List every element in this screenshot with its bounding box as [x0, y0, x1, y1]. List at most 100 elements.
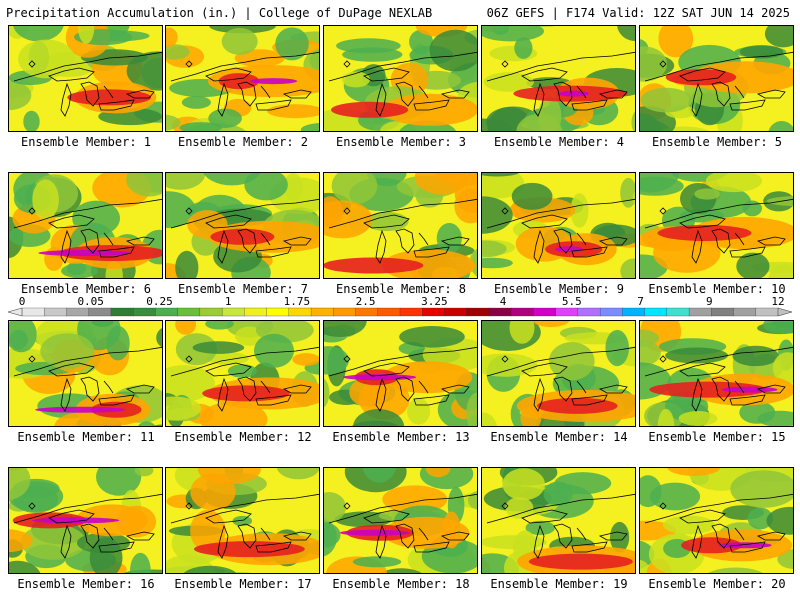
colorbar-swatch: [599, 307, 623, 317]
great-lakes-outline: [328, 198, 477, 264]
ensemble-member-panel: [481, 467, 636, 574]
ensemble-member-panel: [8, 320, 163, 427]
ensemble-member-label: Ensemble Member: 5: [651, 135, 783, 149]
ensemble-member-panel: [8, 467, 163, 574]
ensemble-member-panel: [8, 172, 163, 279]
colorbar-swatch: [155, 307, 179, 317]
colorbar-tick-label: 1: [225, 296, 232, 308]
colorbar-swatch: [333, 307, 356, 317]
great-lakes-outline: [13, 51, 162, 117]
ensemble-member-label: Ensemble Member: 12: [174, 430, 312, 444]
ensemble-member-label: Ensemble Member: 2: [177, 135, 309, 149]
colorbar-swatch: [110, 307, 134, 317]
colorbar-swatch: [533, 307, 557, 317]
colorbar-tick-label: 7: [637, 296, 644, 308]
ensemble-member-panel: [639, 320, 794, 427]
ensemble-member-panel: [639, 467, 794, 574]
colorbar-swatch: [644, 307, 668, 317]
ensemble-member-label: Ensemble Member: 16: [17, 577, 155, 591]
ensemble-member-panel: [165, 467, 320, 574]
colorbar-swatch: [488, 307, 512, 317]
colorbar-tick-label: 4: [500, 296, 507, 308]
great-lakes-outline: [644, 493, 793, 559]
ensemble-member-label: Ensemble Member: 7: [177, 282, 309, 296]
great-lakes-outline: [644, 198, 793, 264]
ensemble-member-panel: [165, 320, 320, 427]
colorbar-swatch: [177, 307, 201, 317]
colorbar-swatch: [199, 307, 223, 317]
ensemble-member-panel: [165, 172, 320, 279]
colorbar-swatch: [377, 307, 401, 317]
colorbar-tick-label: 9: [706, 296, 713, 308]
ensemble-member-label: Ensemble Member: 20: [648, 577, 786, 591]
ensemble-member-label: Ensemble Member: 8: [335, 282, 467, 296]
precip-map: [166, 468, 319, 573]
colorbar-swatch: [755, 307, 779, 317]
colorbar-swatch: [444, 307, 468, 317]
colorbar-swatch: [310, 307, 334, 317]
precip-map: [640, 26, 793, 131]
colorbar-max-arrow: [777, 307, 792, 317]
great-lakes-outline: [486, 346, 635, 412]
colorbar-swatch: [466, 307, 490, 317]
colorbar-tick-label: 0.25: [146, 296, 173, 308]
precip-map: [324, 321, 477, 426]
colorbar-tick-label: 0.05: [77, 296, 104, 308]
precip-map: [482, 468, 635, 573]
ensemble-member-label: Ensemble Member: 4: [493, 135, 625, 149]
precip-map: [482, 173, 635, 278]
colorbar-swatch: [555, 307, 579, 317]
precip-map: [482, 26, 635, 131]
great-lakes-outline: [486, 198, 635, 264]
colorbar-tick-label: 2.5: [356, 296, 376, 308]
great-lakes-outline: [170, 346, 319, 412]
ensemble-member-label: Ensemble Member: 6: [20, 282, 152, 296]
great-lakes-outline: [328, 51, 477, 117]
precip-map: [640, 468, 793, 573]
precip-map: [482, 321, 635, 426]
colorbar-swatch: [266, 307, 290, 317]
ensemble-member-panel: [639, 172, 794, 279]
great-lakes-outline: [13, 198, 162, 264]
ensemble-member-label: Ensemble Member: 1: [20, 135, 152, 149]
colorbar-swatch: [711, 307, 734, 317]
colorbar-swatch: [288, 307, 312, 317]
great-lakes-outline: [328, 493, 477, 559]
great-lakes-outline: [486, 493, 635, 559]
great-lakes-outline: [170, 198, 319, 264]
great-lakes-outline: [644, 51, 793, 117]
great-lakes-outline: [486, 51, 635, 117]
ensemble-member-panel: [323, 25, 478, 132]
colorbar: 0 0.05 0.25 1 1.75 2.5 3.25 4 5.5 7 9 12: [8, 296, 792, 317]
colorbar-min-arrow: [8, 307, 23, 317]
precip-map: [640, 321, 793, 426]
colorbar-swatch: [511, 307, 534, 317]
precip-map: [9, 468, 162, 573]
colorbar-swatch: [666, 307, 690, 317]
colorbar-swatch: [733, 307, 757, 317]
ensemble-member-label: Ensemble Member: 14: [490, 430, 628, 444]
precip-map: [324, 26, 477, 131]
ensemble-member-label: Ensemble Member: 11: [17, 430, 155, 444]
chart-title: Precipitation Accumulation (in.) | Colle…: [6, 6, 433, 20]
ensemble-member-label: Ensemble Member: 3: [335, 135, 467, 149]
great-lakes-outline: [644, 346, 793, 412]
colorbar-swatch: [622, 307, 646, 317]
ensemble-member-label: Ensemble Member: 17: [174, 577, 312, 591]
precip-map: [9, 173, 162, 278]
great-lakes-outline: [13, 493, 162, 559]
precip-map: [9, 26, 162, 131]
great-lakes-outline: [13, 346, 162, 412]
precip-map: [324, 173, 477, 278]
colorbar-tick-label: 5.5: [562, 296, 582, 308]
colorbar-swatch: [44, 307, 67, 317]
ensemble-member-panel: [8, 25, 163, 132]
ensemble-member-label: Ensemble Member: 19: [490, 577, 628, 591]
valid-time-label: 06Z GEFS | F174 Valid: 12Z SAT JUN 14 20…: [486, 6, 790, 20]
colorbar-swatch: [355, 307, 379, 317]
colorbar-swatch: [88, 307, 112, 317]
ensemble-member-label: Ensemble Member: 18: [332, 577, 470, 591]
ensemble-member-label: Ensemble Member: 13: [332, 430, 470, 444]
colorbar-swatch: [688, 307, 712, 317]
colorbar-swatch: [422, 307, 445, 317]
